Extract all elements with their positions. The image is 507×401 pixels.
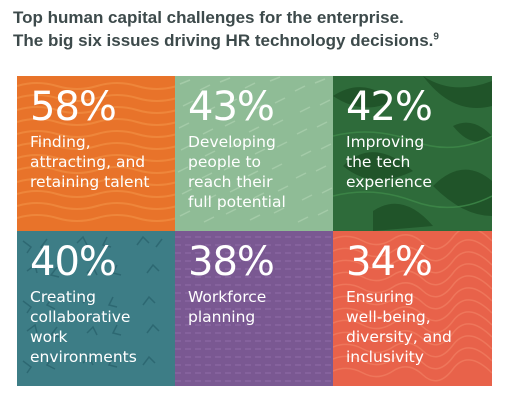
tile-content: 42% Improving the tech experience [346,84,486,192]
tile-workforce-planning: 38% Workforce planning [175,231,333,386]
tile-description: Improving the tech experience [346,133,432,191]
tile-description: Ensuring well-being, diversity, and incl… [346,288,452,366]
title-line-1: Top human capital challenges for the ent… [13,8,404,27]
title-line-2: The big six issues driving HR technology… [13,29,493,52]
challenges-grid: 58% Finding, attracting, and retaining t… [17,76,492,386]
tile-percent: 38% [188,239,275,285]
tile-description: Developing people to reach their full po… [188,133,286,211]
tile-percent: 58% [30,84,117,130]
leaf-pattern [333,76,492,231]
tile-percent: 34% [346,239,433,285]
hatch-pattern [177,76,333,223]
tile-description: Workforce planning [188,288,267,326]
tile-well-being: 34% Ensuring well-being, diversity, and … [333,231,492,386]
tile-finding-talent: 58% Finding, attracting, and retaining t… [17,76,175,231]
tile-content: 34% Ensuring well-being, diversity, and … [346,239,486,367]
tile-content: 43% Developing people to reach their ful… [188,84,327,212]
squiggle-pattern [22,235,163,374]
tile-content: 38% Workforce planning [188,239,327,327]
footnote-marker: 9 [433,31,439,43]
header: Top human capital challenges for the ent… [13,6,493,52]
ridge-pattern [333,231,492,382]
tile-tech-experience: 42% Improving the tech experience [333,76,492,231]
tile-description: Creating collaborative work environments [30,288,137,366]
tile-developing-people: 43% Developing people to reach their ful… [175,76,333,231]
tile-percent: 42% [346,84,433,130]
title-line-2-text: The big six issues driving HR technology… [13,31,434,50]
tile-content: 58% Finding, attracting, and retaining t… [30,84,169,192]
tile-percent: 43% [188,84,275,130]
tile-percent: 40% [30,239,117,285]
wavy-line-pattern [17,82,175,222]
tile-description: Finding, attracting, and retaining talen… [30,133,150,191]
tile-content: 40% Creating collaborative work environm… [30,239,169,367]
tile-collaborative-work: 40% Creating collaborative work environm… [17,231,175,386]
